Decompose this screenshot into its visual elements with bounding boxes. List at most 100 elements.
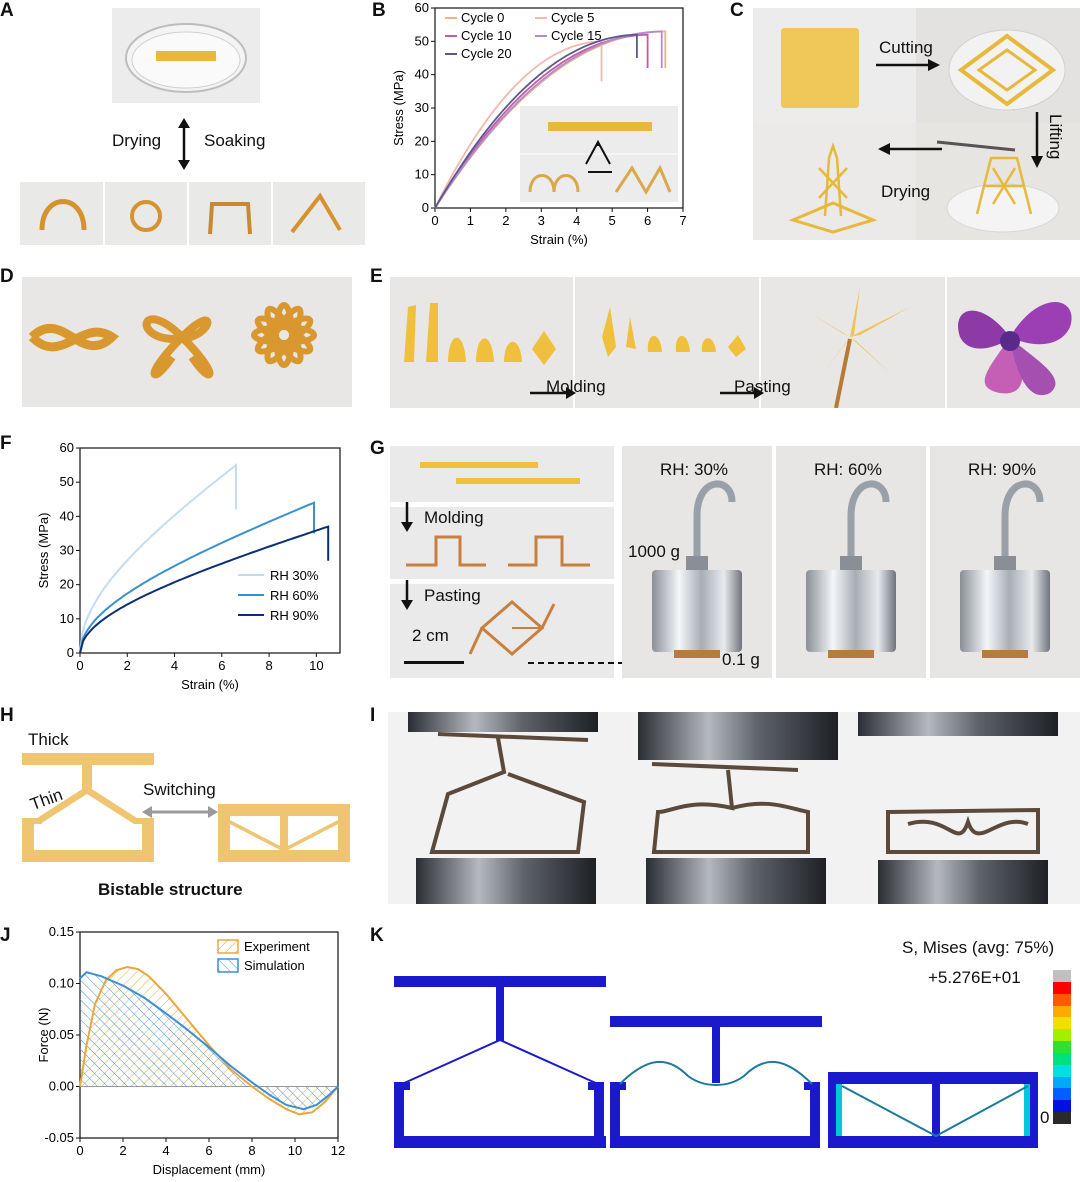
series-line — [79, 463, 237, 654]
x-tick-label: 0 — [431, 213, 438, 228]
x-tick-label: 10 — [288, 1143, 302, 1158]
panel-label-i: I — [370, 705, 376, 726]
color-scale-swatch — [1053, 1029, 1071, 1042]
x-tick-label: 4 — [171, 658, 178, 673]
scale-bar-label: 2 cm — [412, 626, 449, 645]
mises-min-label: 0 — [1040, 1108, 1050, 1127]
arrow-down-pasting-icon — [401, 580, 413, 610]
legend-label: Cycle 5 — [551, 10, 594, 25]
arrow-right-icon — [876, 59, 940, 71]
drying-label-c: Drying — [881, 182, 931, 201]
x-tick-label: 12 — [331, 1143, 345, 1158]
x-axis-label: Strain (%) — [181, 677, 239, 692]
arrow-left-icon — [878, 143, 942, 155]
lifting-label: Lifting — [1046, 114, 1065, 160]
pasted-frame-drawing — [468, 600, 556, 656]
chart-b: 0 1 2 3 4 5 6 7 0 10 20 30 40 50 60 Strain (%) Stress (M… — [391, 0, 687, 247]
y-tick-label: 10 — [60, 611, 74, 626]
color-scale-swatch — [1053, 993, 1071, 1006]
x-tick-label: 3 — [538, 213, 545, 228]
series-area — [80, 972, 338, 1110]
panel-label-g: G — [370, 438, 385, 459]
straight-strips-drawing — [420, 462, 580, 484]
y-tick-label: -0.05 — [44, 1130, 74, 1145]
thick-label: Thick — [28, 730, 69, 749]
panel-label-d: D — [0, 266, 14, 287]
mises-max-label: +5.276E+01 — [928, 968, 1021, 987]
molding-label-g: Molding — [424, 508, 484, 527]
arrow-down-molding-icon — [401, 502, 413, 532]
color-scale-swatch — [1053, 1076, 1071, 1089]
bistable-caption: Bistable structure — [98, 880, 243, 899]
panel-label-f: F — [0, 433, 12, 454]
petri-dish-drawing — [125, 23, 247, 93]
cutting-label: Cutting — [879, 38, 933, 57]
petri-dish-photo — [112, 8, 260, 103]
ribbon-flowers-photo — [22, 277, 352, 407]
y-tick-label: 10 — [415, 167, 429, 182]
color-scale-swatch — [1053, 1112, 1071, 1124]
legend-label: RH 90% — [270, 608, 319, 623]
legend-swatch — [217, 939, 239, 954]
inset-strip-drawing — [520, 122, 678, 195]
drying-label: Drying — [112, 131, 162, 150]
y-tick-label: 20 — [60, 577, 74, 592]
x-tick-label: 4 — [162, 1143, 169, 1158]
y-tick-label: 0 — [67, 645, 74, 660]
y-tick-label: 0.10 — [49, 976, 74, 991]
x-tick-label: 4 — [573, 213, 580, 228]
color-scale-swatch — [1053, 1005, 1071, 1018]
color-scale-swatch — [1053, 1041, 1071, 1053]
color-scale-swatch — [1053, 970, 1071, 982]
color-scale-swatch — [1053, 1064, 1071, 1077]
curled-strips-drawing — [39, 182, 342, 245]
panel-label-b: B — [372, 0, 386, 21]
panel-label-h: H — [0, 705, 14, 726]
scale-bar — [404, 661, 464, 664]
petal-flower-drawing — [404, 277, 1072, 409]
y-tick-label: 30 — [415, 100, 429, 115]
series-line — [79, 525, 330, 654]
series-line — [79, 501, 315, 654]
rh60-label: RH: 60% — [814, 460, 883, 479]
legend-label: RH 60% — [270, 588, 319, 603]
series-line — [79, 971, 339, 1111]
x-axis-label: Strain (%) — [530, 232, 588, 247]
legend-label: Cycle 20 — [461, 46, 512, 61]
x-tick-label: 6 — [218, 658, 225, 673]
y-axis-label: Stress (MPa) — [391, 70, 406, 146]
y-tick-label: 60 — [415, 0, 429, 15]
color-scale-swatch — [1053, 1100, 1071, 1113]
color-scale-swatch — [1053, 1017, 1071, 1030]
x-tick-label: 1 — [467, 213, 474, 228]
mises-legend-title: S, Mises (avg: 75%) — [902, 938, 1055, 957]
y-tick-label: 40 — [60, 508, 74, 523]
x-axis-label: Displacement (mm) — [153, 1162, 266, 1177]
y-tick-label: 0 — [422, 200, 429, 215]
arrow-down-icon — [1031, 112, 1043, 168]
switching-label: Switching — [143, 780, 216, 799]
pasting-label-e: Pasting — [734, 377, 791, 396]
panel-label-j: J — [0, 925, 11, 946]
series-line — [434, 40, 603, 209]
panel-label-k: K — [370, 925, 384, 946]
legend-label: Experiment — [244, 939, 310, 954]
strips-photo — [390, 446, 614, 502]
x-tick-label: 8 — [265, 658, 272, 673]
ribbon-flowers-drawing — [28, 302, 317, 379]
legend-label: Cycle 0 — [461, 10, 504, 25]
compression-photo — [388, 712, 1080, 904]
chart-f: 0 2 4 6 8 10 0 10 20 30 40 50 60 Strain (%) Stress (MP… — [36, 440, 341, 692]
y-tick-label: 40 — [415, 67, 429, 82]
y-tick-label: 50 — [60, 474, 74, 489]
x-tick-label: 6 — [205, 1143, 212, 1158]
legend-label: Cycle 15 — [551, 28, 602, 43]
y-axis-label: Stress (MPa) — [36, 513, 51, 589]
shape-strips-photo — [20, 182, 365, 245]
y-tick-label: 0.00 — [49, 1079, 74, 1094]
pasting-label-g: Pasting — [424, 586, 481, 605]
x-tick-label: 0 — [76, 658, 83, 673]
cutting-sequence-drawing — [753, 8, 1080, 240]
y-tick-label: 50 — [415, 33, 429, 48]
x-tick-label: 2 — [502, 213, 509, 228]
